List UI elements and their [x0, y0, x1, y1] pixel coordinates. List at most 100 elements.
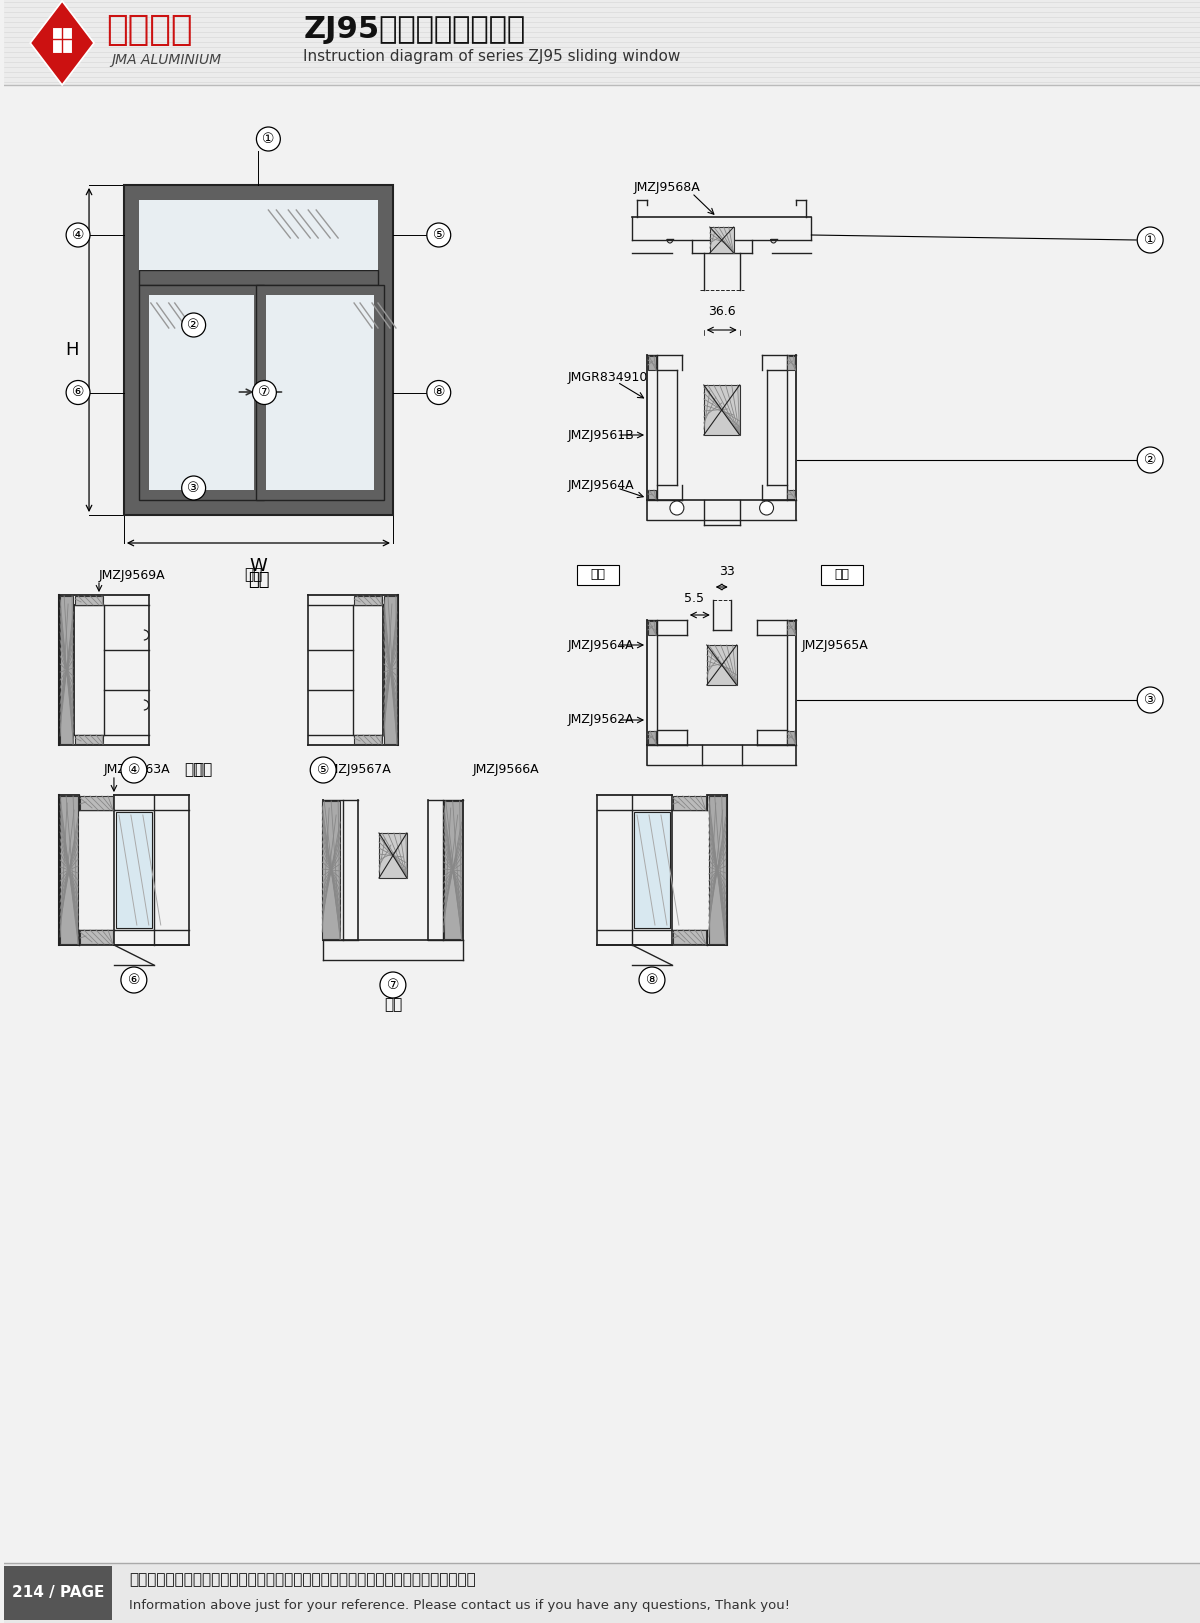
- Text: ZJ95系列推拉窗结构图: ZJ95系列推拉窗结构图: [304, 16, 526, 44]
- Text: ⑦: ⑦: [258, 386, 271, 399]
- Text: 室内: 室内: [247, 571, 269, 589]
- Text: ⑥: ⑥: [127, 974, 140, 987]
- Circle shape: [257, 127, 281, 151]
- Bar: [116, 812, 152, 928]
- Text: 室内: 室内: [194, 763, 212, 777]
- Text: ④: ④: [72, 227, 84, 242]
- Text: 33: 33: [719, 565, 734, 578]
- Circle shape: [66, 380, 90, 404]
- Bar: [787, 622, 796, 635]
- Circle shape: [1138, 687, 1163, 712]
- Text: ⑥: ⑥: [72, 386, 84, 399]
- Text: W: W: [250, 557, 268, 575]
- Text: 5.5: 5.5: [684, 592, 704, 605]
- Text: ①: ①: [262, 131, 275, 146]
- Bar: [149, 295, 254, 490]
- Text: JMZJ9567A: JMZJ9567A: [325, 763, 391, 776]
- Bar: [52, 28, 72, 54]
- Bar: [634, 812, 670, 928]
- Bar: [709, 227, 733, 253]
- Circle shape: [427, 222, 451, 247]
- Text: 214 / PAGE: 214 / PAGE: [12, 1586, 104, 1600]
- Text: 36.6: 36.6: [708, 305, 736, 318]
- Bar: [648, 490, 656, 498]
- Bar: [60, 795, 78, 945]
- Bar: [354, 596, 382, 605]
- Bar: [5, 0, 1200, 84]
- Text: JMA ALUMINIUM: JMA ALUMINIUM: [110, 54, 221, 67]
- Bar: [379, 833, 407, 878]
- Text: JMGR834910: JMGR834910: [568, 372, 648, 385]
- Bar: [266, 295, 374, 490]
- Bar: [124, 185, 392, 514]
- Text: ⑧: ⑧: [646, 974, 659, 987]
- Bar: [648, 730, 656, 743]
- Bar: [80, 930, 113, 945]
- Bar: [648, 622, 656, 635]
- Text: 图中所示型材截面、装配、编号、尺寸及重量仅供参考。如有疑问，请向本公司查询。: 图中所示型材截面、装配、编号、尺寸及重量仅供参考。如有疑问，请向本公司查询。: [128, 1573, 475, 1587]
- Bar: [354, 735, 382, 743]
- Circle shape: [380, 972, 406, 998]
- Bar: [322, 802, 340, 940]
- Bar: [5, 1563, 1200, 1623]
- Text: JMZJ9569A: JMZJ9569A: [98, 568, 166, 581]
- Circle shape: [252, 380, 276, 404]
- Bar: [673, 930, 706, 945]
- Text: H: H: [66, 341, 79, 359]
- Circle shape: [1138, 227, 1163, 253]
- Circle shape: [181, 313, 205, 338]
- Bar: [704, 385, 739, 435]
- Text: Information above just for your reference. Please contact us if you have any que: Information above just for your referenc…: [128, 1600, 790, 1613]
- Circle shape: [121, 756, 146, 782]
- Bar: [139, 286, 264, 500]
- Bar: [139, 200, 378, 500]
- Circle shape: [760, 502, 774, 514]
- Text: ③: ③: [187, 480, 200, 495]
- Text: JMZJ9563A: JMZJ9563A: [104, 763, 170, 776]
- Bar: [787, 355, 796, 370]
- Text: JMZJ9568A: JMZJ9568A: [634, 180, 701, 193]
- Text: JMZJ9564A: JMZJ9564A: [568, 479, 634, 492]
- Bar: [139, 200, 378, 269]
- Text: JMZJ9566A: JMZJ9566A: [473, 763, 539, 776]
- Text: 室外: 室外: [384, 998, 402, 1013]
- Text: ②: ②: [187, 318, 200, 333]
- Text: ①: ①: [1144, 234, 1157, 247]
- Bar: [648, 355, 656, 370]
- Circle shape: [670, 502, 684, 514]
- Bar: [787, 730, 796, 743]
- Text: ⑧: ⑧: [432, 386, 445, 399]
- Text: JMZJ9561B: JMZJ9561B: [568, 428, 634, 441]
- Bar: [5, 1566, 112, 1620]
- Bar: [709, 795, 726, 945]
- Text: 室内: 室内: [245, 568, 263, 583]
- Text: ⑤: ⑤: [432, 227, 445, 242]
- Bar: [444, 802, 462, 940]
- Circle shape: [640, 967, 665, 993]
- Text: ⑦: ⑦: [386, 979, 400, 992]
- Text: 室外: 室外: [835, 568, 850, 581]
- Circle shape: [427, 380, 451, 404]
- Text: 室内: 室内: [590, 568, 606, 581]
- Bar: [76, 596, 103, 605]
- Text: Instruction diagram of series ZJ95 sliding window: Instruction diagram of series ZJ95 slidi…: [304, 49, 680, 63]
- Bar: [673, 795, 706, 810]
- Bar: [787, 490, 796, 498]
- Bar: [707, 644, 737, 685]
- Text: JMZJ9564A: JMZJ9564A: [568, 638, 634, 651]
- Bar: [139, 269, 378, 286]
- Circle shape: [121, 967, 146, 993]
- Bar: [384, 596, 397, 743]
- Text: JMZJ9565A: JMZJ9565A: [802, 638, 868, 651]
- Text: ②: ②: [1144, 453, 1157, 467]
- Bar: [60, 596, 73, 743]
- Text: 室外: 室外: [185, 763, 203, 777]
- Circle shape: [66, 222, 90, 247]
- Bar: [821, 565, 863, 584]
- Polygon shape: [30, 2, 94, 84]
- Bar: [257, 286, 384, 500]
- Bar: [80, 795, 113, 810]
- Bar: [577, 565, 619, 584]
- Text: ③: ③: [1144, 693, 1157, 708]
- Bar: [76, 735, 103, 743]
